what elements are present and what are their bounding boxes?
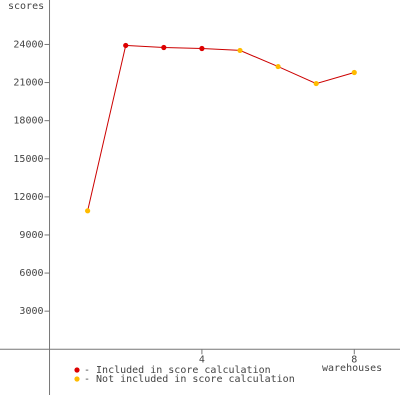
point — [237, 47, 243, 54]
point — [161, 44, 167, 51]
y-tick-label: 18000 — [13, 116, 43, 127]
y-tick-label: 9000 — [19, 230, 43, 241]
point — [85, 208, 91, 214]
y-tick-label: 3000 — [19, 306, 43, 317]
legend-label: - Not included in score calculation — [84, 374, 295, 385]
y-tick-label: 24000 — [13, 39, 43, 50]
y-axis-label: scores — [8, 1, 44, 12]
point — [275, 63, 281, 70]
x-tick-label: 4 — [199, 354, 205, 365]
point — [313, 80, 319, 87]
x-axis-label: warehouses — [322, 363, 382, 374]
line — [87, 44, 355, 211]
point — [351, 69, 357, 76]
y-tick-label: 6000 — [19, 268, 43, 279]
point — [123, 42, 129, 49]
y-tick-label: 21000 — [13, 78, 43, 89]
y-tick-label: 15000 — [13, 154, 43, 165]
legend-marker — [74, 367, 80, 373]
legend-label: - Included in score calculation — [84, 365, 271, 376]
x-tick-label: 8 — [351, 354, 357, 365]
point — [199, 45, 205, 52]
legend-marker — [74, 376, 80, 382]
y-tick-label: 12000 — [13, 192, 43, 203]
